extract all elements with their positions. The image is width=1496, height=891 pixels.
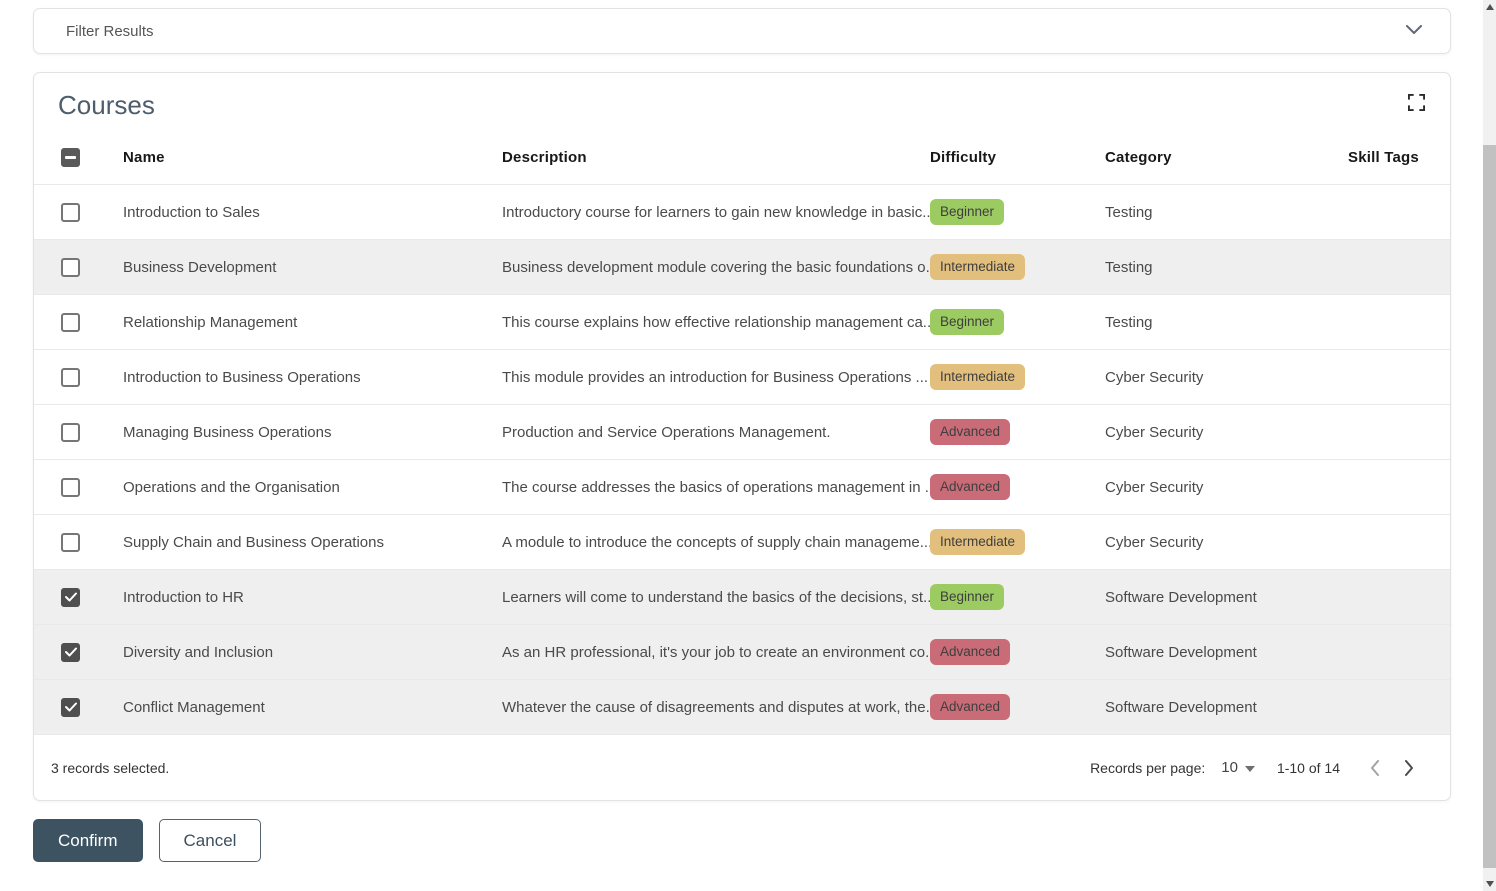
row-checkbox[interactable] xyxy=(61,202,80,222)
scroll-up-icon[interactable] xyxy=(1483,0,1496,14)
row-checkbox[interactable] xyxy=(61,312,80,332)
course-category: Testing xyxy=(1105,203,1153,221)
course-name: Conflict Management xyxy=(123,698,265,716)
course-name: Operations and the Organisation xyxy=(123,478,340,496)
difficulty-badge: Beginner xyxy=(930,308,1005,336)
table-row[interactable]: Supply Chain and Business Operations A m… xyxy=(34,514,1450,569)
column-header-name: Name xyxy=(123,149,165,166)
difficulty-badge: Intermediate xyxy=(930,528,1026,556)
course-name: Diversity and Inclusion xyxy=(123,643,274,661)
pagination: Records per page: 10 1-10 of 14 xyxy=(1090,757,1420,779)
prev-page-button[interactable] xyxy=(1364,757,1386,779)
chevron-down-icon[interactable] xyxy=(1406,22,1422,40)
course-name: Introduction to HR xyxy=(123,588,244,606)
course-name: Relationship Management xyxy=(123,313,298,331)
course-description: This course explains how effective relat… xyxy=(502,313,930,331)
course-name: Introduction to Sales xyxy=(123,203,260,221)
table-row[interactable]: Introduction to Sales Introductory cours… xyxy=(34,184,1450,239)
column-header-difficulty: Difficulty xyxy=(930,149,997,166)
course-category: Software Development xyxy=(1105,698,1257,716)
confirm-button[interactable]: Confirm xyxy=(33,819,143,862)
difficulty-badge: Intermediate xyxy=(930,363,1026,391)
course-category: Software Development xyxy=(1105,643,1257,661)
courses-table: Name Description Difficulty Category Ski… xyxy=(34,131,1450,800)
row-checkbox[interactable] xyxy=(61,642,80,662)
difficulty-badge: Advanced xyxy=(930,638,1011,666)
expand-icon[interactable] xyxy=(1408,94,1425,116)
course-category: Cyber Security xyxy=(1105,478,1204,496)
table-row[interactable]: Managing Business Operations Production … xyxy=(34,404,1450,459)
cancel-button[interactable]: Cancel xyxy=(158,819,262,862)
course-description: This module provides an introduction for… xyxy=(502,368,929,386)
course-description: The course addresses the basics of opera… xyxy=(502,478,930,496)
course-description: Whatever the cause of disagreements and … xyxy=(502,698,930,716)
course-category: Cyber Security xyxy=(1105,368,1204,386)
difficulty-badge: Beginner xyxy=(930,583,1005,611)
course-description: Introductory course for learners to gain… xyxy=(502,203,930,221)
filter-results-label: Filter Results xyxy=(66,22,154,40)
action-buttons: Confirm Cancel xyxy=(33,819,1451,862)
course-category: Testing xyxy=(1105,258,1153,276)
filter-results-panel[interactable]: Filter Results xyxy=(33,8,1451,54)
column-header-category: Category xyxy=(1105,149,1172,166)
table-row[interactable]: Diversity and Inclusion As an HR profess… xyxy=(34,624,1450,679)
course-name: Managing Business Operations xyxy=(123,423,332,441)
row-checkbox[interactable] xyxy=(61,367,80,387)
select-all-checkbox[interactable] xyxy=(61,148,80,167)
course-description: Business development module covering the… xyxy=(502,258,930,276)
row-checkbox[interactable] xyxy=(61,697,80,717)
caret-down-icon xyxy=(1244,765,1255,772)
next-page-button[interactable] xyxy=(1398,757,1420,779)
difficulty-badge: Advanced xyxy=(930,418,1011,446)
table-row[interactable]: Relationship Management This course expl… xyxy=(34,294,1450,349)
row-checkbox[interactable] xyxy=(61,477,80,497)
courses-card: Courses Name Description Difficulty Cate… xyxy=(33,72,1451,801)
table-row[interactable]: Operations and the Organisation The cour… xyxy=(34,459,1450,514)
courses-card-header: Courses xyxy=(34,73,1450,131)
page-scrollbar[interactable] xyxy=(1483,0,1496,891)
table-row[interactable]: Conflict Management Whatever the cause o… xyxy=(34,679,1450,734)
difficulty-badge: Advanced xyxy=(930,693,1011,721)
row-checkbox[interactable] xyxy=(61,587,80,607)
table-header-row: Name Description Difficulty Category Ski… xyxy=(34,131,1450,184)
records-per-page-value: 10 xyxy=(1221,759,1238,776)
page-content: Filter Results Courses Name Description … xyxy=(33,0,1451,862)
course-category: Cyber Security xyxy=(1105,533,1204,551)
column-header-skill-tags: Skill Tags xyxy=(1348,149,1419,166)
table-footer: 3 records selected. Records per page: 10… xyxy=(34,734,1450,800)
scrollbar-thumb[interactable] xyxy=(1483,145,1496,868)
table-row[interactable]: Introduction to HR Learners will come to… xyxy=(34,569,1450,624)
course-name: Introduction to Business Operations xyxy=(123,368,361,386)
course-description: A module to introduce the concepts of su… xyxy=(502,533,930,551)
difficulty-badge: Beginner xyxy=(930,198,1005,226)
records-per-page-select[interactable]: 10 xyxy=(1221,759,1255,776)
records-selected-text: 3 records selected. xyxy=(51,759,170,776)
page-title: Courses xyxy=(58,89,155,120)
course-name: Business Development xyxy=(123,258,277,276)
column-header-description: Description xyxy=(502,149,587,166)
table-row[interactable]: Introduction to Business Operations This… xyxy=(34,349,1450,404)
course-category: Software Development xyxy=(1105,588,1257,606)
row-checkbox[interactable] xyxy=(61,532,80,552)
difficulty-badge: Advanced xyxy=(930,473,1011,501)
page-range-text: 1-10 of 14 xyxy=(1276,759,1340,776)
difficulty-badge: Intermediate xyxy=(930,253,1026,281)
course-description: Production and Service Operations Manage… xyxy=(502,423,831,441)
scroll-down-icon[interactable] xyxy=(1483,877,1496,891)
course-name: Supply Chain and Business Operations xyxy=(123,533,384,551)
row-checkbox[interactable] xyxy=(61,257,80,277)
row-checkbox[interactable] xyxy=(61,422,80,442)
table-row[interactable]: Business Development Business developmen… xyxy=(34,239,1450,294)
course-description: As an HR professional, it's your job to … xyxy=(502,643,930,661)
course-description: Learners will come to understand the bas… xyxy=(502,588,930,606)
course-category: Testing xyxy=(1105,313,1153,331)
course-category: Cyber Security xyxy=(1105,423,1204,441)
records-per-page-label: Records per page: xyxy=(1090,759,1206,776)
